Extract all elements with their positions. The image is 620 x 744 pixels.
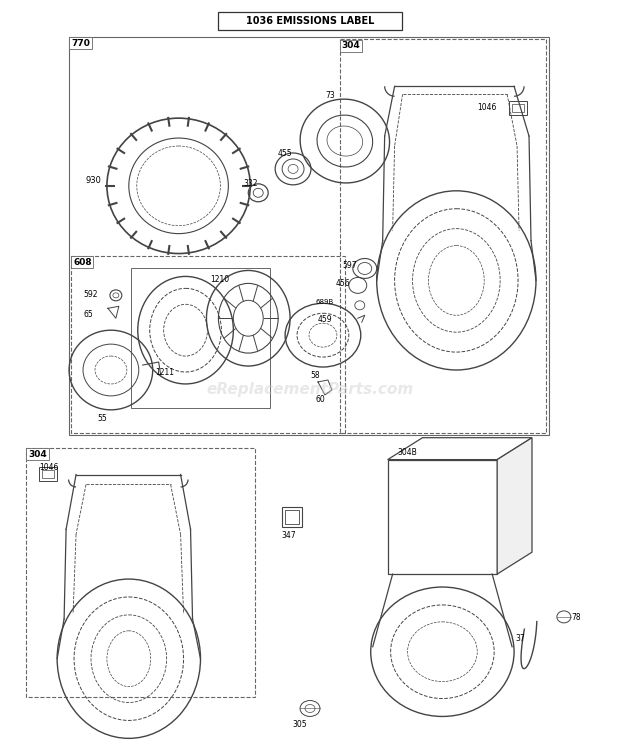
Text: 1046: 1046	[477, 103, 497, 112]
Text: 305: 305	[293, 720, 308, 729]
Text: 455: 455	[278, 149, 293, 158]
Text: 78: 78	[572, 613, 582, 622]
Text: 597: 597	[343, 260, 358, 269]
Polygon shape	[388, 437, 532, 460]
Text: 60: 60	[316, 395, 326, 404]
Bar	[388, 460, 497, 574]
Text: 592: 592	[83, 290, 97, 299]
Bar	[285, 510, 299, 525]
Text: 459: 459	[318, 315, 332, 324]
Text: 1210: 1210	[210, 275, 229, 284]
Text: 1211: 1211	[156, 368, 175, 377]
Text: 304: 304	[342, 42, 361, 51]
Bar	[340, 39, 546, 433]
Bar	[218, 12, 402, 30]
Bar	[26, 448, 255, 696]
Text: 608: 608	[73, 257, 92, 266]
Bar	[131, 269, 270, 408]
Text: 37: 37	[515, 634, 525, 643]
Text: 1046: 1046	[39, 463, 59, 472]
Text: eReplacementParts.com: eReplacementParts.com	[206, 382, 414, 397]
Text: 58: 58	[310, 371, 320, 380]
Bar	[71, 255, 345, 433]
Polygon shape	[497, 437, 532, 574]
Bar	[39, 466, 57, 481]
Text: 304B: 304B	[397, 448, 417, 457]
Text: 1036 EMISSIONS LABEL: 1036 EMISSIONS LABEL	[246, 16, 374, 25]
Text: 689B: 689B	[316, 299, 334, 305]
Text: 55: 55	[97, 414, 107, 423]
Text: 332: 332	[243, 179, 257, 188]
Text: 930: 930	[85, 176, 101, 185]
Bar	[509, 101, 527, 115]
Text: 304: 304	[29, 449, 47, 458]
Bar	[42, 469, 54, 478]
Text: 456: 456	[336, 280, 350, 289]
Text: 347: 347	[281, 531, 296, 540]
Bar	[69, 36, 549, 434]
Text: 73: 73	[325, 92, 335, 100]
Bar	[512, 104, 524, 112]
Text: 65: 65	[83, 310, 93, 319]
Text: 770: 770	[71, 39, 90, 48]
Bar	[282, 507, 302, 527]
